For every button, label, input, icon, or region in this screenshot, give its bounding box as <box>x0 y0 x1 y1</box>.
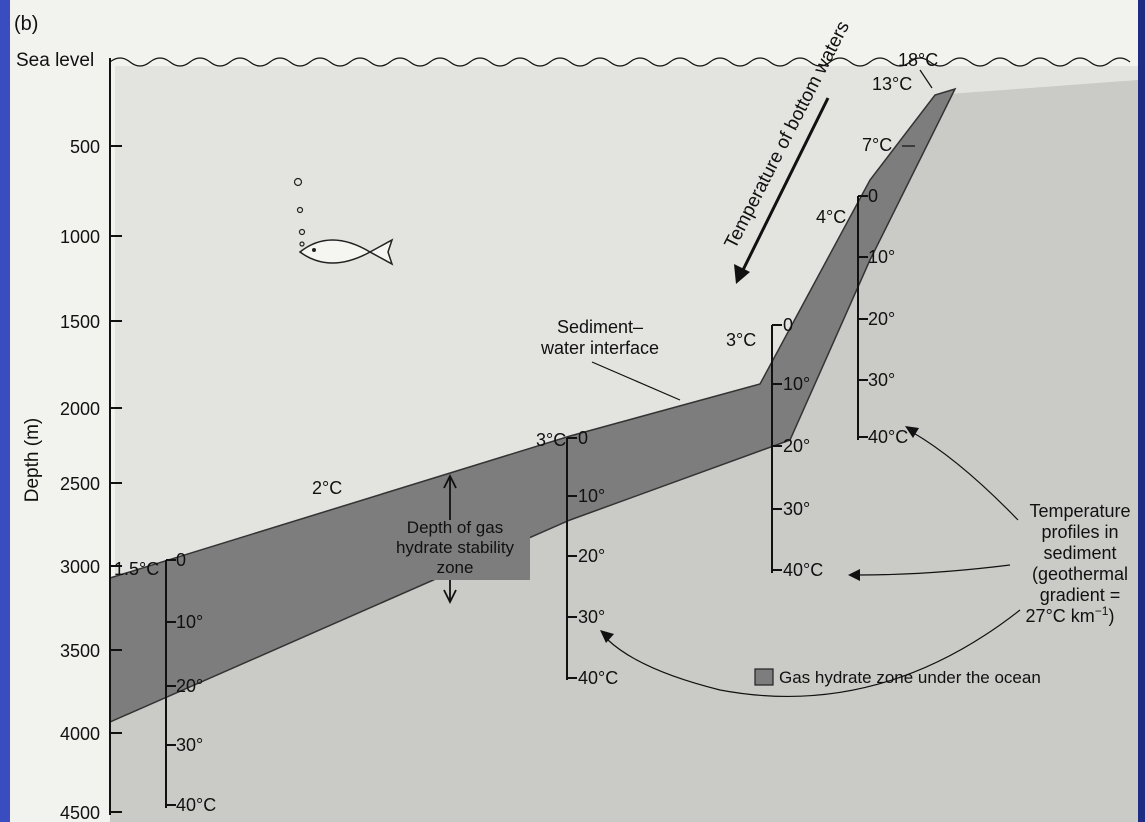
temp-note-line1: Temperature <box>1029 501 1130 521</box>
profile-1-t10: 10° <box>176 612 203 632</box>
temperature-profile-2 <box>566 437 577 680</box>
profile-4-t0: 0 <box>868 186 878 206</box>
temperature-profile-1 <box>165 559 176 808</box>
profile-1-t0: 0 <box>176 550 186 570</box>
profile-3-t0: 0 <box>783 315 793 335</box>
legend-label: Gas hydrate zone under the ocean <box>779 668 1041 687</box>
gas-zone-label-line1: Depth of gas <box>407 518 503 537</box>
gas-zone-label-line2: hydrate stability <box>396 538 515 557</box>
sea-level-label: Sea level <box>16 50 94 71</box>
profile-2-t10: 10° <box>578 486 605 506</box>
bottom-temp-18: 18°C <box>898 50 938 70</box>
fish-icon <box>298 238 394 266</box>
depth-axis-ticks <box>110 145 122 813</box>
interface-label-line1: Sediment– <box>557 317 643 337</box>
gas-hydrate-zone <box>109 87 957 724</box>
gas-zone-label-bg <box>380 520 530 580</box>
bottom-temp-2: 2°C <box>312 478 342 498</box>
profile-1-t20: 20° <box>176 676 203 696</box>
bottom-temp-4: 4°C <box>816 207 846 227</box>
temp-note-line2: profiles in <box>1041 522 1118 542</box>
depth-label-3000: 3000 <box>60 557 100 577</box>
bottom-temp-1-5: 1.5°C <box>114 559 159 579</box>
temperature-profile-4 <box>857 195 868 440</box>
profile-4-t10: 10° <box>868 247 895 267</box>
note-arrows <box>600 426 1021 698</box>
depth-label-1000: 1000 <box>60 227 100 247</box>
interface-label-line2: water interface <box>540 338 659 358</box>
temp-note-line6: 27°C km−1) <box>1026 604 1115 626</box>
depth-label-2000: 2000 <box>60 399 100 419</box>
profile-2-t0: 0 <box>578 428 588 448</box>
profile-2-t30: 30° <box>578 607 605 627</box>
temperature-profile-3 <box>771 324 782 573</box>
sea-level-line <box>109 57 1131 67</box>
profile-1-t40: 40°C <box>176 795 216 815</box>
temp-note-line5: gradient = <box>1040 585 1121 605</box>
bottom-temp-18-leader <box>919 69 933 89</box>
bottom-temp-13: 13°C <box>872 74 912 94</box>
profile-3-t30: 30° <box>783 499 810 519</box>
temp-note-line4: (geothermal <box>1032 564 1128 584</box>
depth-label-1500: 1500 <box>60 312 100 332</box>
profile-4-t40: 40°C <box>868 427 908 447</box>
bottom-water-arrow <box>734 97 830 284</box>
depth-label-500: 500 <box>70 137 100 157</box>
legend-swatch <box>754 668 774 686</box>
interface-leader <box>591 361 681 401</box>
bottom-temp-3-slope: 3°C <box>726 330 756 350</box>
profile-2-t40: 40°C <box>578 668 618 688</box>
depth-axis-title: Depth (m) <box>22 418 43 502</box>
depth-label-4000: 4000 <box>60 724 100 744</box>
panel-label: (b) <box>14 13 38 35</box>
bottom-temp-3-rise: 3°C <box>536 430 566 450</box>
profile-3-t10: 10° <box>783 374 810 394</box>
profile-4-t20: 20° <box>868 309 895 329</box>
profile-4-t30: 30° <box>868 370 895 390</box>
profile-3-t20: 20° <box>783 436 810 456</box>
gas-zone-label-line3: zone <box>437 558 474 577</box>
bubbles-icon <box>293 177 306 247</box>
depth-label-4500: 4500 <box>60 803 100 822</box>
depth-label-2500: 2500 <box>60 474 100 494</box>
profile-2-t20: 20° <box>578 546 605 566</box>
profile-1-t30: 30° <box>176 735 203 755</box>
temp-note-line3: sediment <box>1043 543 1116 563</box>
bottom-temp-7: 7°C <box>862 135 892 155</box>
depth-label-3500: 3500 <box>60 641 100 661</box>
profile-3-t40: 40°C <box>783 560 823 580</box>
